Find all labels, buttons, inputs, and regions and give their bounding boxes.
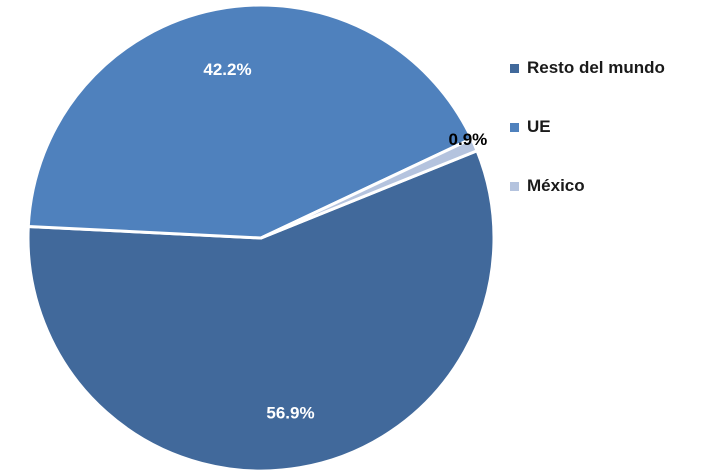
legend-swatch-ue (510, 122, 519, 132)
legend-item-mexico: México (510, 176, 665, 196)
legend-item-ue: UE (510, 117, 665, 137)
legend-label-ue: UE (527, 117, 551, 136)
data-label-ue: 42.2% (203, 60, 251, 79)
legend-label-resto-del-mundo: Resto del mundo (527, 58, 665, 77)
pie-slice-mexico (259, 137, 479, 240)
pie-slice-resto-del-mundo (26, 149, 496, 471)
data-label-resto-del-mundo: 56.9% (266, 404, 314, 423)
legend-swatch-resto-del-mundo (510, 63, 519, 73)
pie-slice-ue (26, 3, 474, 240)
data-label-mexico: 0.9% (449, 130, 488, 149)
legend-item-resto-del-mundo: Resto del mundo (510, 58, 665, 78)
legend-label-mexico: México (527, 176, 585, 195)
legend-swatch-mexico (510, 181, 519, 191)
chart-legend: Resto del mundo UE México (510, 58, 665, 235)
